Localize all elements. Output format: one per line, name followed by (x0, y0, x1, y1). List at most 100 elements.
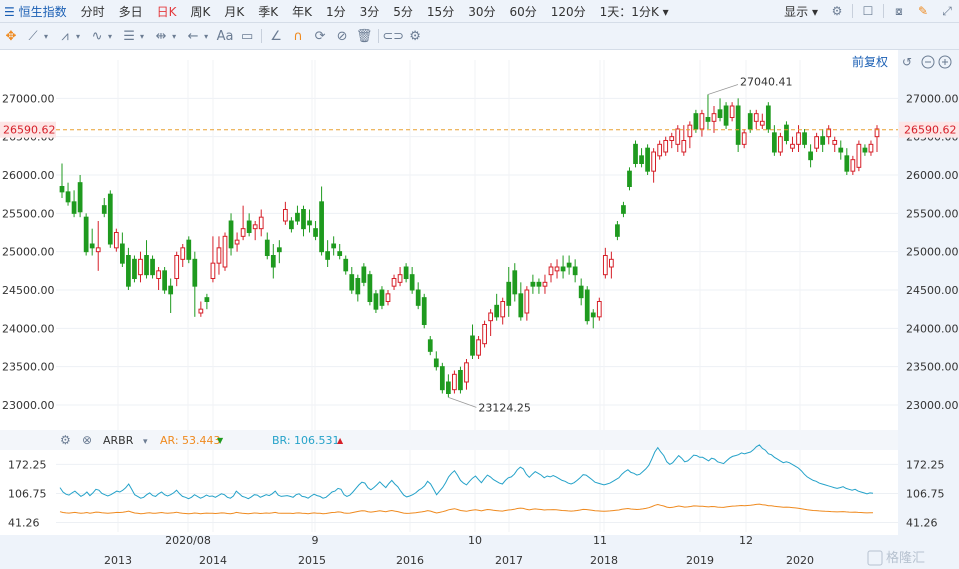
chevron-down-icon[interactable]: ▾ (172, 31, 177, 41)
period-tab[interactable]: 60分 (509, 4, 537, 19)
fib-tool-icon[interactable]: ☰ (123, 28, 135, 44)
candle-body (717, 109, 723, 118)
candle-body (808, 151, 813, 161)
watermark: 格隆汇 (886, 550, 925, 566)
settings-icon[interactable]: ⚙ (831, 4, 843, 18)
period-tab[interactable]: 日K (156, 4, 177, 19)
toolbar-divider (852, 4, 853, 18)
chevron-down-icon[interactable]: ▾ (76, 31, 81, 41)
channel-tool-icon[interactable]: ⩘ (61, 28, 69, 44)
candle-body (246, 220, 252, 233)
candle-body (651, 151, 657, 172)
period-tab[interactable]: 月K (224, 4, 245, 19)
period-tab[interactable]: 周K (190, 4, 211, 19)
range-tool-icon[interactable]: ⇹ (155, 28, 167, 44)
reset-icon[interactable]: ↺ (902, 55, 912, 69)
fullscreen-icon[interactable]: ⤢ (942, 3, 952, 18)
period-tab[interactable]: 年K (292, 4, 312, 19)
period-tab[interactable]: 3分 (359, 4, 380, 19)
chart-area[interactable]: 27000.0027000.0026500.0026500.0026000.00… (0, 50, 959, 569)
indicator-close-icon[interactable]: ⊗ (82, 433, 92, 447)
comment-tool-icon[interactable]: ▭ (240, 28, 254, 44)
y-tick-left: 26000.00 (2, 169, 55, 182)
indicator-name[interactable]: ARBR (103, 434, 134, 447)
chart-background (0, 50, 959, 569)
crosshair-icon[interactable]: ✥ (5, 28, 17, 44)
trash-icon[interactable]: 🗑 (355, 28, 373, 44)
candle-body (391, 278, 397, 287)
candle-body (403, 266, 409, 279)
candle-body (355, 278, 361, 295)
link-icon[interactable]: ⊂⊃ (382, 28, 404, 44)
period-tab[interactable]: 15分 (426, 4, 455, 19)
indicator-y-tick-left: 172.25 (8, 458, 47, 471)
adjust-mode-button[interactable]: 前复权 (852, 54, 888, 69)
period-tab[interactable]: 120分 (550, 4, 586, 19)
checkbox-icon[interactable]: ☐ (862, 4, 874, 18)
zoom-in-icon[interactable] (938, 55, 952, 69)
candle-body (156, 270, 161, 279)
candle-body (705, 117, 711, 122)
index-selector[interactable]: ☰ 恒生指数 (4, 4, 67, 19)
wave-tool-icon[interactable]: ∿ (91, 28, 103, 44)
camera-icon[interactable]: ⧇ (895, 3, 903, 18)
candle-body (723, 105, 729, 126)
candle-body (584, 289, 590, 322)
candle-body (101, 205, 107, 214)
period-tab[interactable]: 多日 (118, 4, 143, 19)
line-tool-icon[interactable]: ⟋ (28, 28, 38, 44)
y-tick-left: 25500.00 (2, 207, 55, 220)
x-tick-label: 2014 (199, 554, 227, 567)
candle-body (530, 281, 536, 287)
magnet-icon[interactable]: ∩ (293, 28, 303, 44)
indicator-header (0, 430, 898, 450)
y-tick-right: 23000.00 (906, 399, 959, 412)
candle-body (778, 136, 783, 153)
candle-body (379, 289, 385, 306)
candle-body (470, 335, 475, 356)
period-tab[interactable]: 季K (258, 4, 279, 19)
br-value: BR: 106.531 (272, 434, 340, 447)
candle-body (753, 113, 759, 122)
candle-body (174, 255, 180, 279)
chevron-down-icon[interactable]: ▾ (140, 31, 145, 41)
display-menu[interactable]: 显示 ▾ (784, 4, 818, 19)
settings-icon[interactable]: ⚙ (409, 28, 421, 44)
candle-body (814, 136, 820, 149)
candle-body (675, 128, 681, 145)
chevron-down-icon[interactable]: ▾ (108, 31, 113, 41)
x-tick-label: 2015 (298, 554, 326, 567)
zoom-out-icon[interactable] (921, 55, 935, 69)
candle-body (385, 293, 391, 302)
candle-body (113, 232, 119, 249)
chevron-down-icon[interactable]: ▾ (44, 31, 49, 41)
candle-body (150, 258, 155, 276)
hide-icon[interactable]: ⊘ (336, 28, 348, 44)
candle-body (506, 281, 512, 306)
candle-body (307, 220, 312, 226)
candle-body (790, 143, 795, 149)
arrow-tool-icon[interactable]: ← (187, 28, 199, 44)
x-tick-label: 11 (593, 534, 607, 547)
y-tick-left: 23500.00 (2, 361, 55, 374)
candle-body (560, 266, 566, 272)
candle-body (699, 113, 705, 130)
candle-body (367, 274, 373, 303)
candle-body (433, 358, 439, 368)
candle-body (500, 301, 506, 318)
period-tab[interactable]: 分时 (80, 4, 105, 19)
chevron-down-icon[interactable]: ▾ (204, 31, 209, 41)
sync-icon[interactable]: ⟳ (314, 28, 326, 44)
angle-tool-icon[interactable]: ∠ (270, 28, 282, 44)
candle-body (361, 266, 367, 283)
candle-body (735, 105, 741, 145)
period-tab[interactable]: 1分 (326, 4, 346, 19)
candlesticks (59, 94, 880, 398)
chevron-down-icon[interactable]: ▾ (143, 437, 148, 447)
period-tab[interactable]: 5分 (393, 4, 413, 19)
indicator-settings-icon[interactable]: ⚙ (60, 433, 71, 447)
text-tool-icon[interactable]: Aa (216, 28, 234, 44)
period-tab[interactable]: 30分 (468, 4, 496, 19)
combo-period-selector[interactable]: 1天：1分K ▾ (599, 4, 669, 19)
pencil-icon[interactable]: ✎ (917, 4, 929, 18)
